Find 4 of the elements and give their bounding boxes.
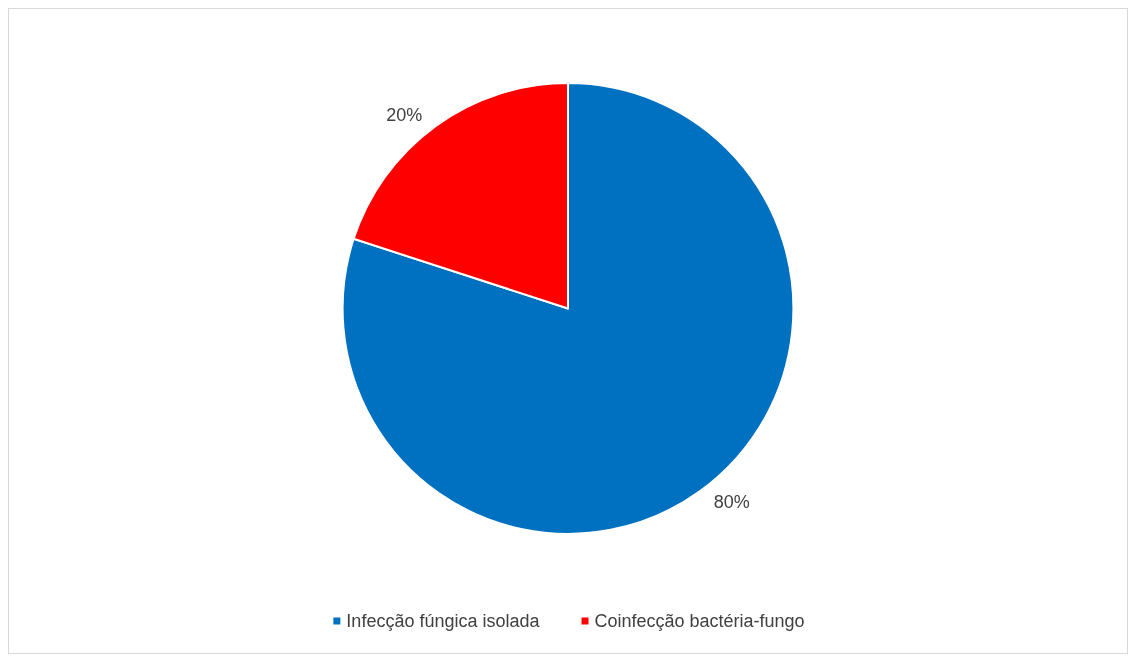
data-label: 80% (713, 492, 750, 513)
legend-label: Infecção fúngica isolada (346, 611, 541, 631)
data-label: 20% (386, 104, 423, 125)
legend-label: Coinfecção bactéria-fungo (594, 611, 805, 631)
